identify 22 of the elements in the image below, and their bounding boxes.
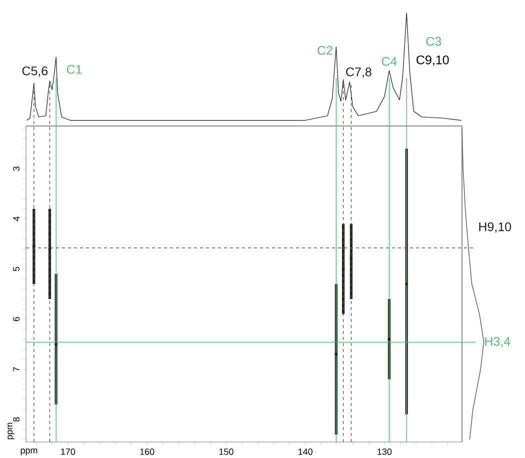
y-tick-label: 5 xyxy=(13,266,20,272)
ref-line-label: C7,8 xyxy=(346,67,372,78)
ref-line-label: H9,10 xyxy=(479,222,512,233)
x-tick-label: 150 xyxy=(219,448,234,455)
ref-line-label: C5,6 xyxy=(22,66,48,77)
y-tick-label: 3 xyxy=(13,166,20,171)
y-tick-label: 7 xyxy=(13,367,20,372)
x-tick-label: 170 xyxy=(61,448,76,455)
x-tick-label: 130 xyxy=(378,448,392,455)
x-tick-label: 160 xyxy=(140,448,154,455)
ref-line-label: C1 xyxy=(66,64,82,74)
ref-line-label: C3 xyxy=(426,36,442,46)
y-axis-title: ppm xyxy=(8,422,14,440)
x-axis-title: ppm xyxy=(20,448,38,456)
x-tick-label: 140 xyxy=(298,448,312,455)
ref-line-label: C2 xyxy=(318,46,332,55)
y-tick-label: 8 xyxy=(13,417,20,422)
y-tick-label: 4 xyxy=(13,216,20,222)
ref-line-label: H3,4 xyxy=(485,337,510,348)
annotation: C9,10 xyxy=(416,55,449,66)
y-tick-label: 6 xyxy=(13,316,20,322)
ref-line-label: C4 xyxy=(382,56,397,66)
